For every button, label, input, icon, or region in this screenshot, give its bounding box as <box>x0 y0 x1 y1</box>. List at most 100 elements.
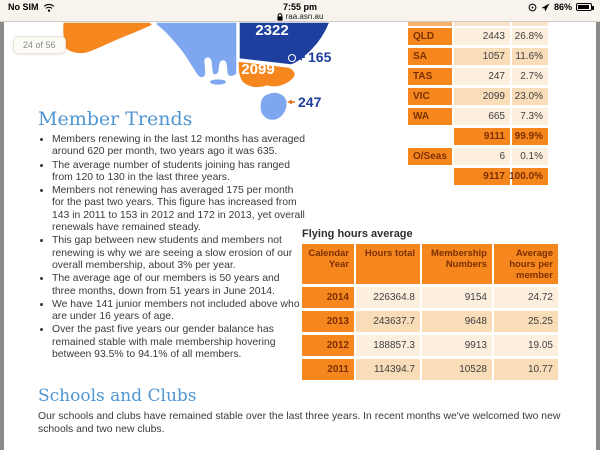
avg-cell: 24.72 <box>494 287 558 308</box>
column-header: Calendar Year <box>302 244 354 284</box>
battery-icon <box>576 3 594 11</box>
state-pct: 23.0% <box>512 88 548 105</box>
state-pct: 100.0% <box>509 168 548 185</box>
table-header-row: Calendar Year Hours total Membership Num… <box>302 244 560 284</box>
nsw-count-label: 2322 <box>255 22 288 39</box>
state-label <box>408 128 452 145</box>
clock: 7:55 pm <box>282 2 317 12</box>
table-row: 2014 226364.8 9154 24.72 <box>302 287 560 308</box>
state-pct: 26.8% <box>512 28 548 45</box>
members-cell: 9648 <box>422 311 492 332</box>
year-cell: 2011 <box>302 359 354 380</box>
state-value: 247 <box>454 68 510 85</box>
schools-and-clubs-body: Our schools and clubs have remained stab… <box>38 411 561 435</box>
state-pct: 0.1% <box>512 148 548 165</box>
schools-and-clubs-heading: Schools and Clubs <box>38 386 197 406</box>
member-trends-list: Members renewing in the last 12 months h… <box>38 134 306 361</box>
wifi-icon <box>43 3 54 12</box>
table-row: 2013 243637.7 9648 25.25 <box>302 311 560 332</box>
state-value: 2099 <box>454 88 510 105</box>
member-trends-section: Member Trends Members renewing in the la… <box>38 108 306 362</box>
hours-cell: 226364.8 <box>356 287 420 308</box>
status-bar: No SIM 7:55 pm raa.asn.au 86% <box>0 0 600 22</box>
map-region-act <box>288 54 296 62</box>
state-value: 6 <box>454 148 510 165</box>
state-label: O/Seas <box>408 148 452 165</box>
state-value: 665 <box>454 108 510 125</box>
avg-cell: 25.25 <box>494 311 558 332</box>
tas-count-label: 247 <box>298 94 322 110</box>
state-label: TAS <box>408 68 452 85</box>
carrier-label: No SIM <box>8 2 39 12</box>
map-region-vic <box>237 60 297 89</box>
map-region-wa <box>61 21 155 55</box>
state-label: QLD <box>408 28 452 45</box>
url-text: raa.asn.au <box>285 12 324 21</box>
state-pct: 11.6% <box>512 48 548 65</box>
state-membership-table: QLD 2443 26.8% SA 1057 11.6% TAS 247 2.7… <box>408 22 548 188</box>
hours-cell: 243637.7 <box>356 311 420 332</box>
state-value: 9111 <box>454 128 510 145</box>
list-item: We have 141 junior members not included … <box>52 299 306 324</box>
orientation-lock-icon <box>528 3 537 11</box>
table-row: TAS 247 2.7% <box>408 68 548 85</box>
map-region-nsw <box>238 21 332 66</box>
flying-hours-heading: Flying hours average <box>302 228 413 240</box>
table-row: 2012 188857.3 9913 19.05 <box>302 335 560 356</box>
location-arrow-icon <box>541 3 550 11</box>
avg-cell: 10.77 <box>494 359 558 380</box>
state-value: 9117 <box>454 168 510 185</box>
state-pct: 99.9% <box>512 128 548 145</box>
page-right-margin <box>596 22 600 450</box>
state-value: 2443 <box>454 28 510 45</box>
lock-icon <box>276 12 283 21</box>
table-row: WA 665 7.3% <box>408 108 548 125</box>
table-row: O/Seas 6 0.1% <box>408 148 548 165</box>
state-value: 1057 <box>454 48 510 65</box>
hours-cell: 188857.3 <box>356 335 420 356</box>
members-cell: 9154 <box>422 287 492 308</box>
state-label <box>408 168 452 185</box>
state-pct: 7.3% <box>512 108 548 125</box>
map-region-tas <box>259 91 288 121</box>
state-label: VIC <box>408 88 452 105</box>
act-count-label: 165 <box>308 49 332 65</box>
table-row: QLD 2443 26.8% <box>408 28 548 45</box>
table-row-total: 9117 100.0% <box>408 168 548 185</box>
list-item: Members not renewing has averaged 175 pe… <box>52 185 306 234</box>
schools-and-clubs-section: Schools and Clubs Our schools and clubs … <box>38 386 582 436</box>
column-header: Average hours per member <box>494 244 558 284</box>
year-cell: 2014 <box>302 287 354 308</box>
hours-cell: 114394.7 <box>356 359 420 380</box>
tas-callout-arrow <box>287 99 292 105</box>
flying-hours-section: Flying hours average Calendar Year Hours… <box>302 228 560 383</box>
avg-cell: 19.05 <box>494 335 558 356</box>
column-header: Membership Numbers <box>422 244 492 284</box>
url-bar[interactable]: raa.asn.au <box>0 12 600 21</box>
map-region-sa <box>155 21 238 79</box>
table-row: 2011 114394.7 10528 10.77 <box>302 359 560 380</box>
members-cell: 10528 <box>422 359 492 380</box>
status-left: No SIM <box>8 2 55 12</box>
list-item: Members renewing in the last 12 months h… <box>52 134 306 159</box>
table-row: VIC 2099 23.0% <box>408 88 548 105</box>
table-row-subtotal: 9111 99.9% <box>408 128 548 145</box>
state-pct: 2.7% <box>512 68 548 85</box>
battery-percent-label: 86% <box>553 2 572 12</box>
list-item: The average number of students joining h… <box>52 160 306 185</box>
act-callout-arrow <box>297 55 302 61</box>
year-cell: 2012 <box>302 335 354 356</box>
table-row: SA 1057 11.6% <box>408 48 548 65</box>
status-right: 86% <box>528 2 594 12</box>
list-item: This gap between new students and member… <box>52 235 306 272</box>
list-item: Over the past five years our gender bala… <box>52 324 306 361</box>
list-item: The average age of our members is 50 yea… <box>52 273 306 298</box>
vic-count-label: 2099 <box>241 61 274 78</box>
column-header: Hours total <box>356 244 420 284</box>
australia-map: 2322 2099 165 247 <box>55 21 345 144</box>
state-label: WA <box>408 108 452 125</box>
state-label: SA <box>408 48 452 65</box>
table-row-partial <box>408 22 548 26</box>
members-cell: 9913 <box>422 335 492 356</box>
map-kangaroo-island <box>210 79 226 85</box>
